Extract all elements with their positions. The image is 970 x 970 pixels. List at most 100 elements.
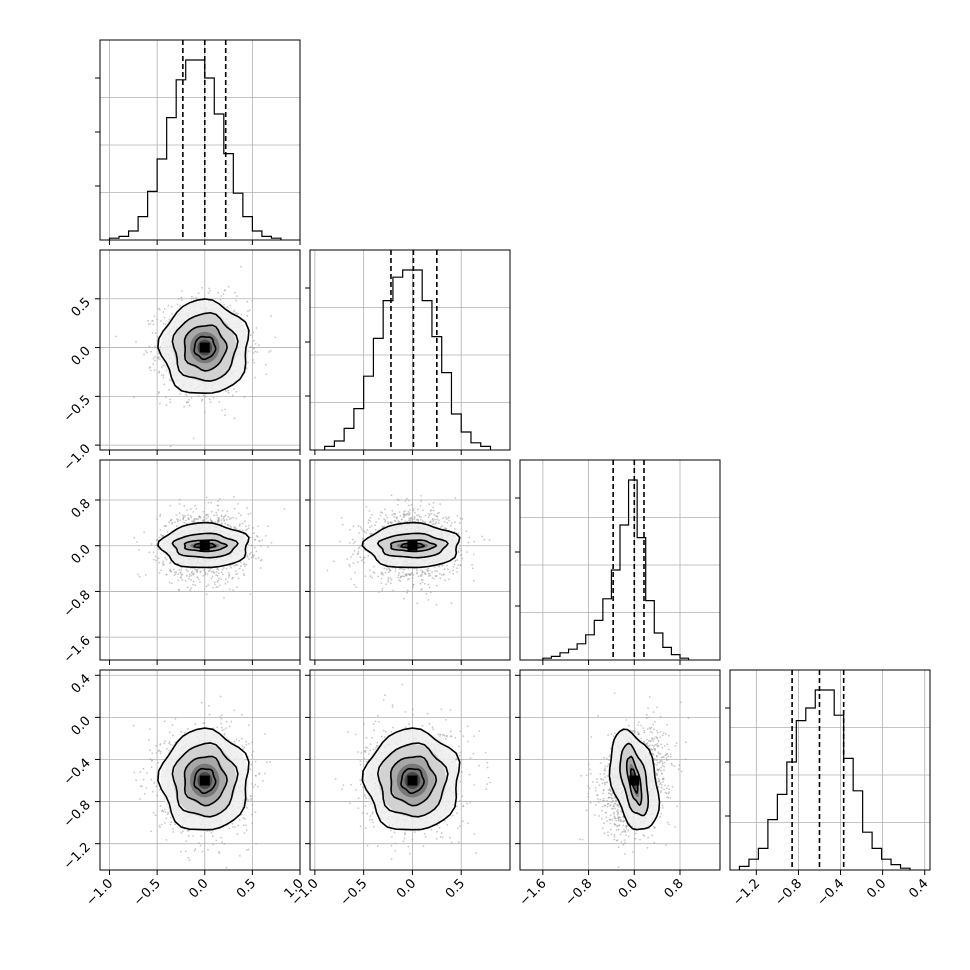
sample-point	[232, 589, 235, 592]
sample-point	[384, 571, 387, 574]
sample-point	[452, 573, 454, 575]
sample-point	[247, 527, 250, 530]
sample-point	[243, 832, 246, 835]
sample-point	[461, 518, 464, 520]
sample-point	[200, 701, 203, 704]
sample-point	[332, 560, 335, 563]
sample-point	[154, 555, 157, 558]
sample-point	[186, 401, 188, 404]
sample-point	[409, 512, 411, 515]
sample-point	[240, 514, 242, 517]
sample-point	[427, 567, 429, 570]
sample-point	[420, 574, 422, 577]
sample-point	[390, 578, 393, 581]
sample-point	[401, 571, 404, 574]
sample-point	[450, 602, 453, 605]
sample-point	[449, 524, 452, 527]
sample-point	[170, 379, 173, 382]
sample-point	[255, 327, 258, 329]
sample-point	[459, 563, 462, 566]
sample-point	[169, 561, 172, 564]
sample-point	[180, 569, 183, 572]
sample-point	[254, 350, 257, 353]
sample-point	[169, 398, 172, 401]
sample-point	[149, 369, 152, 372]
sample-point	[151, 331, 154, 334]
sample-point	[254, 343, 257, 345]
contour-line	[361, 521, 461, 569]
sample-point	[233, 417, 236, 420]
sample-point	[238, 567, 241, 570]
sample-point	[434, 518, 436, 521]
sample-point	[172, 831, 175, 833]
sample-point	[240, 561, 242, 564]
sample-point	[427, 599, 430, 601]
sample-point	[240, 265, 243, 268]
sample-point	[184, 580, 187, 582]
sample-point	[162, 311, 165, 313]
sample-point	[143, 531, 146, 534]
sample-point	[196, 576, 199, 579]
grid-lines	[100, 40, 301, 240]
sample-point	[421, 588, 423, 591]
sample-point	[164, 557, 167, 559]
sample-point	[364, 556, 366, 559]
sample-point	[424, 582, 426, 585]
sample-point	[369, 520, 372, 522]
sample-point	[247, 310, 249, 313]
sample-point	[255, 843, 257, 845]
sample-point	[348, 563, 351, 566]
sample-point	[387, 579, 390, 581]
sample-point	[225, 390, 228, 392]
sample-point	[246, 314, 249, 317]
y-tick-label: −1.6	[61, 633, 94, 666]
sample-point	[249, 593, 252, 595]
sample-point	[431, 518, 434, 521]
sample-point	[398, 572, 400, 574]
sample-point	[180, 296, 183, 299]
sample-point	[264, 535, 267, 537]
sample-point	[268, 351, 270, 353]
sample-point	[267, 546, 269, 548]
sample-point	[380, 577, 383, 580]
sample-point	[481, 535, 483, 538]
sample-point	[228, 576, 230, 578]
sample-point	[456, 559, 459, 561]
sample-point	[370, 525, 373, 527]
sample-point	[146, 351, 148, 354]
sample-point	[194, 723, 197, 726]
sample-point	[192, 297, 195, 300]
sample-point	[148, 367, 151, 369]
sample-point	[168, 521, 171, 524]
sample-point	[261, 559, 263, 561]
sample-point	[239, 565, 242, 568]
sample-point	[210, 510, 213, 513]
sample-point	[182, 830, 184, 833]
sample-point	[176, 520, 179, 523]
sample-point	[467, 541, 470, 544]
sample-point	[228, 573, 231, 576]
sample-point	[380, 582, 383, 584]
sample-point	[210, 501, 213, 504]
panel-2-0	[133, 495, 286, 599]
sample-point	[412, 574, 415, 576]
sample-point	[229, 565, 232, 567]
sample-point	[232, 826, 234, 828]
sample-point	[154, 332, 157, 335]
sample-point	[356, 561, 359, 563]
sample-point	[381, 512, 383, 514]
contour-line	[193, 335, 217, 361]
sample-point	[189, 589, 192, 592]
sample-point	[375, 521, 378, 523]
sample-point	[326, 569, 329, 572]
sample-point	[256, 351, 259, 354]
sample-point	[180, 576, 182, 578]
sample-point	[417, 514, 420, 516]
sample-point	[191, 521, 194, 523]
sample-point	[241, 529, 244, 532]
sample-point	[204, 411, 206, 414]
sample-point	[250, 551, 252, 554]
sample-point	[226, 510, 229, 513]
sample-point	[402, 575, 404, 577]
